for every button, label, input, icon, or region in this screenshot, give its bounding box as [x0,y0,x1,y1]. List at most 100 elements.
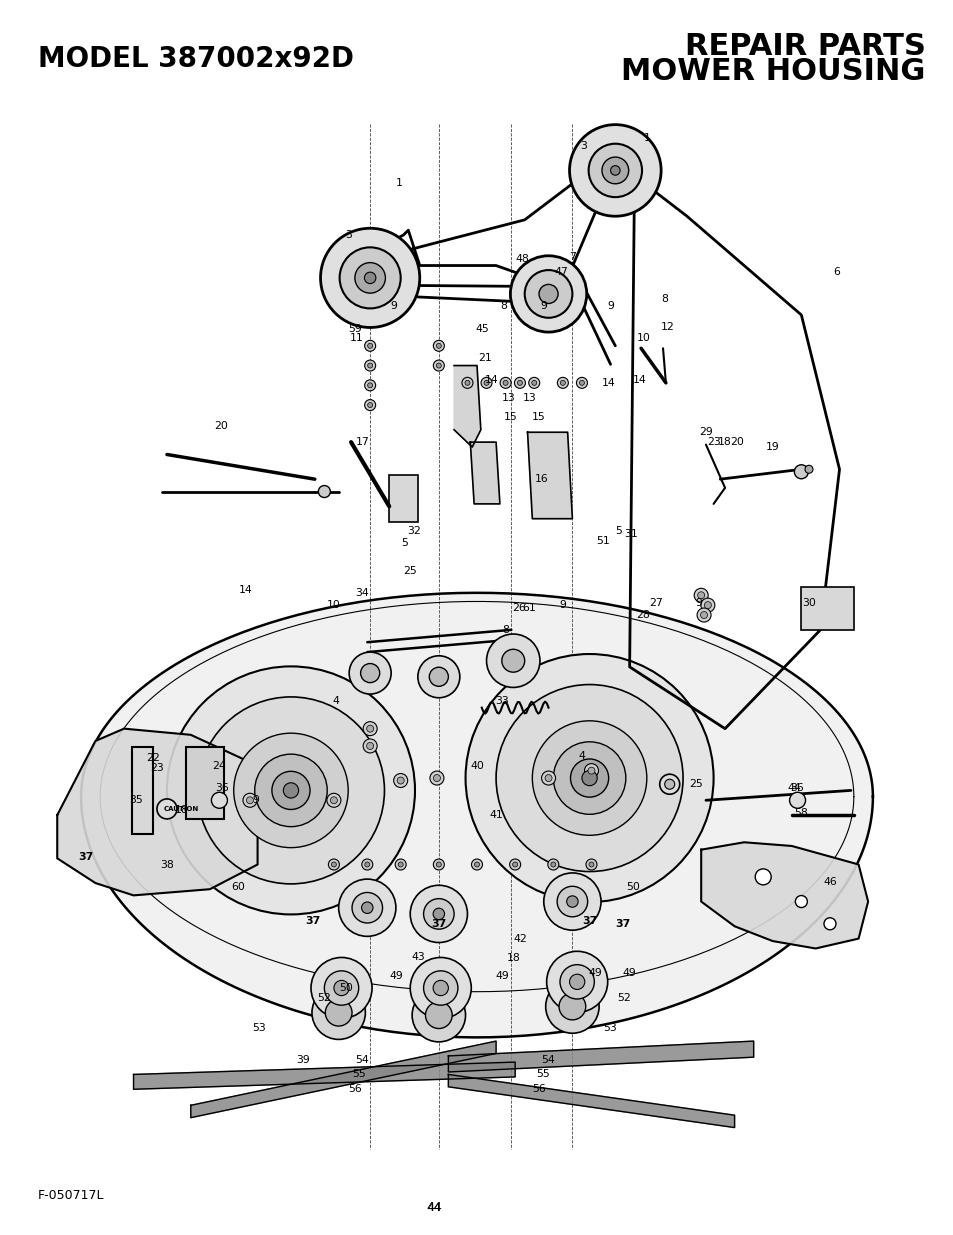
Circle shape [510,256,586,332]
Circle shape [339,247,400,309]
Circle shape [502,380,508,385]
Circle shape [157,799,176,819]
Circle shape [659,774,679,794]
Circle shape [664,779,674,789]
Text: 11: 11 [350,333,363,343]
Text: 37: 37 [305,916,320,926]
Circle shape [570,760,608,797]
Circle shape [423,899,454,929]
Polygon shape [133,1062,515,1089]
Text: 56: 56 [532,1084,545,1094]
Circle shape [367,403,373,408]
Circle shape [334,981,349,995]
Text: 25: 25 [403,566,416,576]
Circle shape [410,885,467,942]
Circle shape [553,742,625,814]
Text: 37: 37 [78,852,93,862]
Circle shape [789,793,804,808]
Circle shape [396,777,404,784]
Circle shape [367,363,373,368]
Circle shape [794,464,807,479]
Circle shape [361,860,373,869]
Circle shape [538,284,558,304]
Circle shape [410,957,471,1019]
Polygon shape [700,842,867,948]
Circle shape [430,771,443,785]
Circle shape [588,143,641,198]
Circle shape [559,380,565,385]
Bar [801,587,853,630]
Circle shape [524,270,572,317]
Circle shape [499,378,511,388]
Circle shape [486,634,539,688]
Text: 47: 47 [554,267,567,277]
Text: 18: 18 [718,437,731,447]
Circle shape [541,771,555,785]
Circle shape [795,895,806,908]
Circle shape [246,797,253,804]
Text: 41: 41 [489,810,502,820]
Text: 4: 4 [578,751,585,761]
Text: 30: 30 [801,598,815,608]
Text: 24: 24 [213,761,226,771]
Circle shape [559,965,594,999]
Circle shape [423,971,457,1005]
Text: 48: 48 [516,254,529,264]
Polygon shape [448,1074,734,1128]
Circle shape [576,378,587,388]
Text: 8: 8 [499,301,507,311]
Text: 1: 1 [395,178,402,188]
Circle shape [433,341,444,351]
Text: 53: 53 [603,1023,617,1032]
Text: 33: 33 [495,697,508,706]
Text: 6: 6 [832,267,840,277]
Bar [389,475,417,522]
Text: 19: 19 [765,442,779,452]
Circle shape [366,742,374,750]
Circle shape [464,380,470,385]
Circle shape [543,873,600,930]
Circle shape [585,860,597,869]
Circle shape [283,783,298,798]
Text: 37: 37 [431,919,446,929]
Circle shape [233,734,348,847]
Text: 54: 54 [541,1055,555,1065]
Polygon shape [57,729,257,895]
Text: 9: 9 [606,301,614,311]
Text: 44: 44 [426,1202,441,1214]
Text: 23: 23 [706,437,720,447]
Circle shape [395,860,406,869]
Circle shape [272,772,310,809]
Text: MOWER HOUSING: MOWER HOUSING [620,57,924,86]
Text: 51: 51 [596,536,609,546]
Circle shape [436,343,441,348]
Text: 32: 32 [407,526,420,536]
Text: 37: 37 [581,916,597,926]
Circle shape [532,721,646,835]
Text: 43: 43 [411,952,424,962]
Circle shape [566,895,578,908]
Polygon shape [454,366,480,447]
Bar [132,747,152,834]
Circle shape [461,378,473,388]
Text: 54: 54 [355,1055,369,1065]
Text: 20: 20 [214,421,228,431]
Circle shape [363,721,376,736]
Circle shape [474,862,479,867]
Circle shape [823,918,835,930]
Text: 53: 53 [253,1023,266,1032]
Text: 8: 8 [501,625,509,635]
Circle shape [312,986,365,1040]
Circle shape [700,611,707,619]
Text: 9: 9 [252,795,259,805]
Circle shape [433,774,440,782]
Circle shape [471,860,482,869]
Text: 18: 18 [506,953,519,963]
Text: 5: 5 [400,538,408,548]
Text: 17: 17 [355,437,369,447]
Text: 50: 50 [339,983,353,993]
Text: 59: 59 [348,324,361,333]
Circle shape [588,862,594,867]
Text: 35: 35 [130,795,143,805]
Polygon shape [470,442,499,504]
